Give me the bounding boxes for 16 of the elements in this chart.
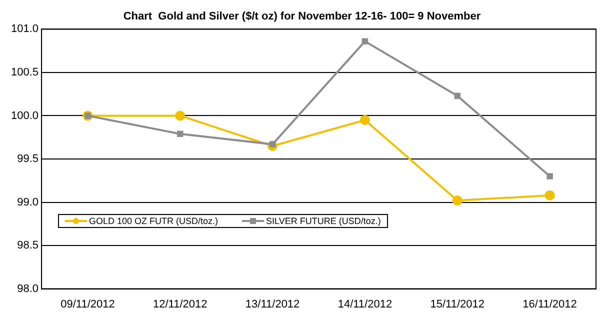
y-tick-label: 98.5 xyxy=(17,240,39,252)
chart-title: Chart Gold and Silver ($/t oz) for November 12-16- 100= 9 November xyxy=(123,10,482,23)
y-tick-label: 99.5 xyxy=(17,153,39,166)
x-tick-label: 14/11/2012 xyxy=(338,298,392,310)
x-tick-label: 13/11/2012 xyxy=(245,298,300,310)
x-tick-label: 15/11/2012 xyxy=(430,298,485,310)
x-tick-label: 12/11/2012 xyxy=(153,298,208,310)
y-tick-label: 100.0 xyxy=(10,110,39,122)
x-tick-label: 09/11/2012 xyxy=(60,298,115,310)
x-tick-label: 16/11/2012 xyxy=(522,298,577,310)
y-tick-label: 100.5 xyxy=(10,66,39,78)
y-tick-label: 99.0 xyxy=(17,196,39,208)
legend-label: GOLD 100 OZ FUTR (USD/toz.) xyxy=(89,216,218,226)
y-tick-label: 101.0 xyxy=(10,23,39,36)
legend-label: SILVER FUTURE (USD/toz.) xyxy=(266,216,381,226)
y-tick-label: 98.0 xyxy=(17,282,39,295)
